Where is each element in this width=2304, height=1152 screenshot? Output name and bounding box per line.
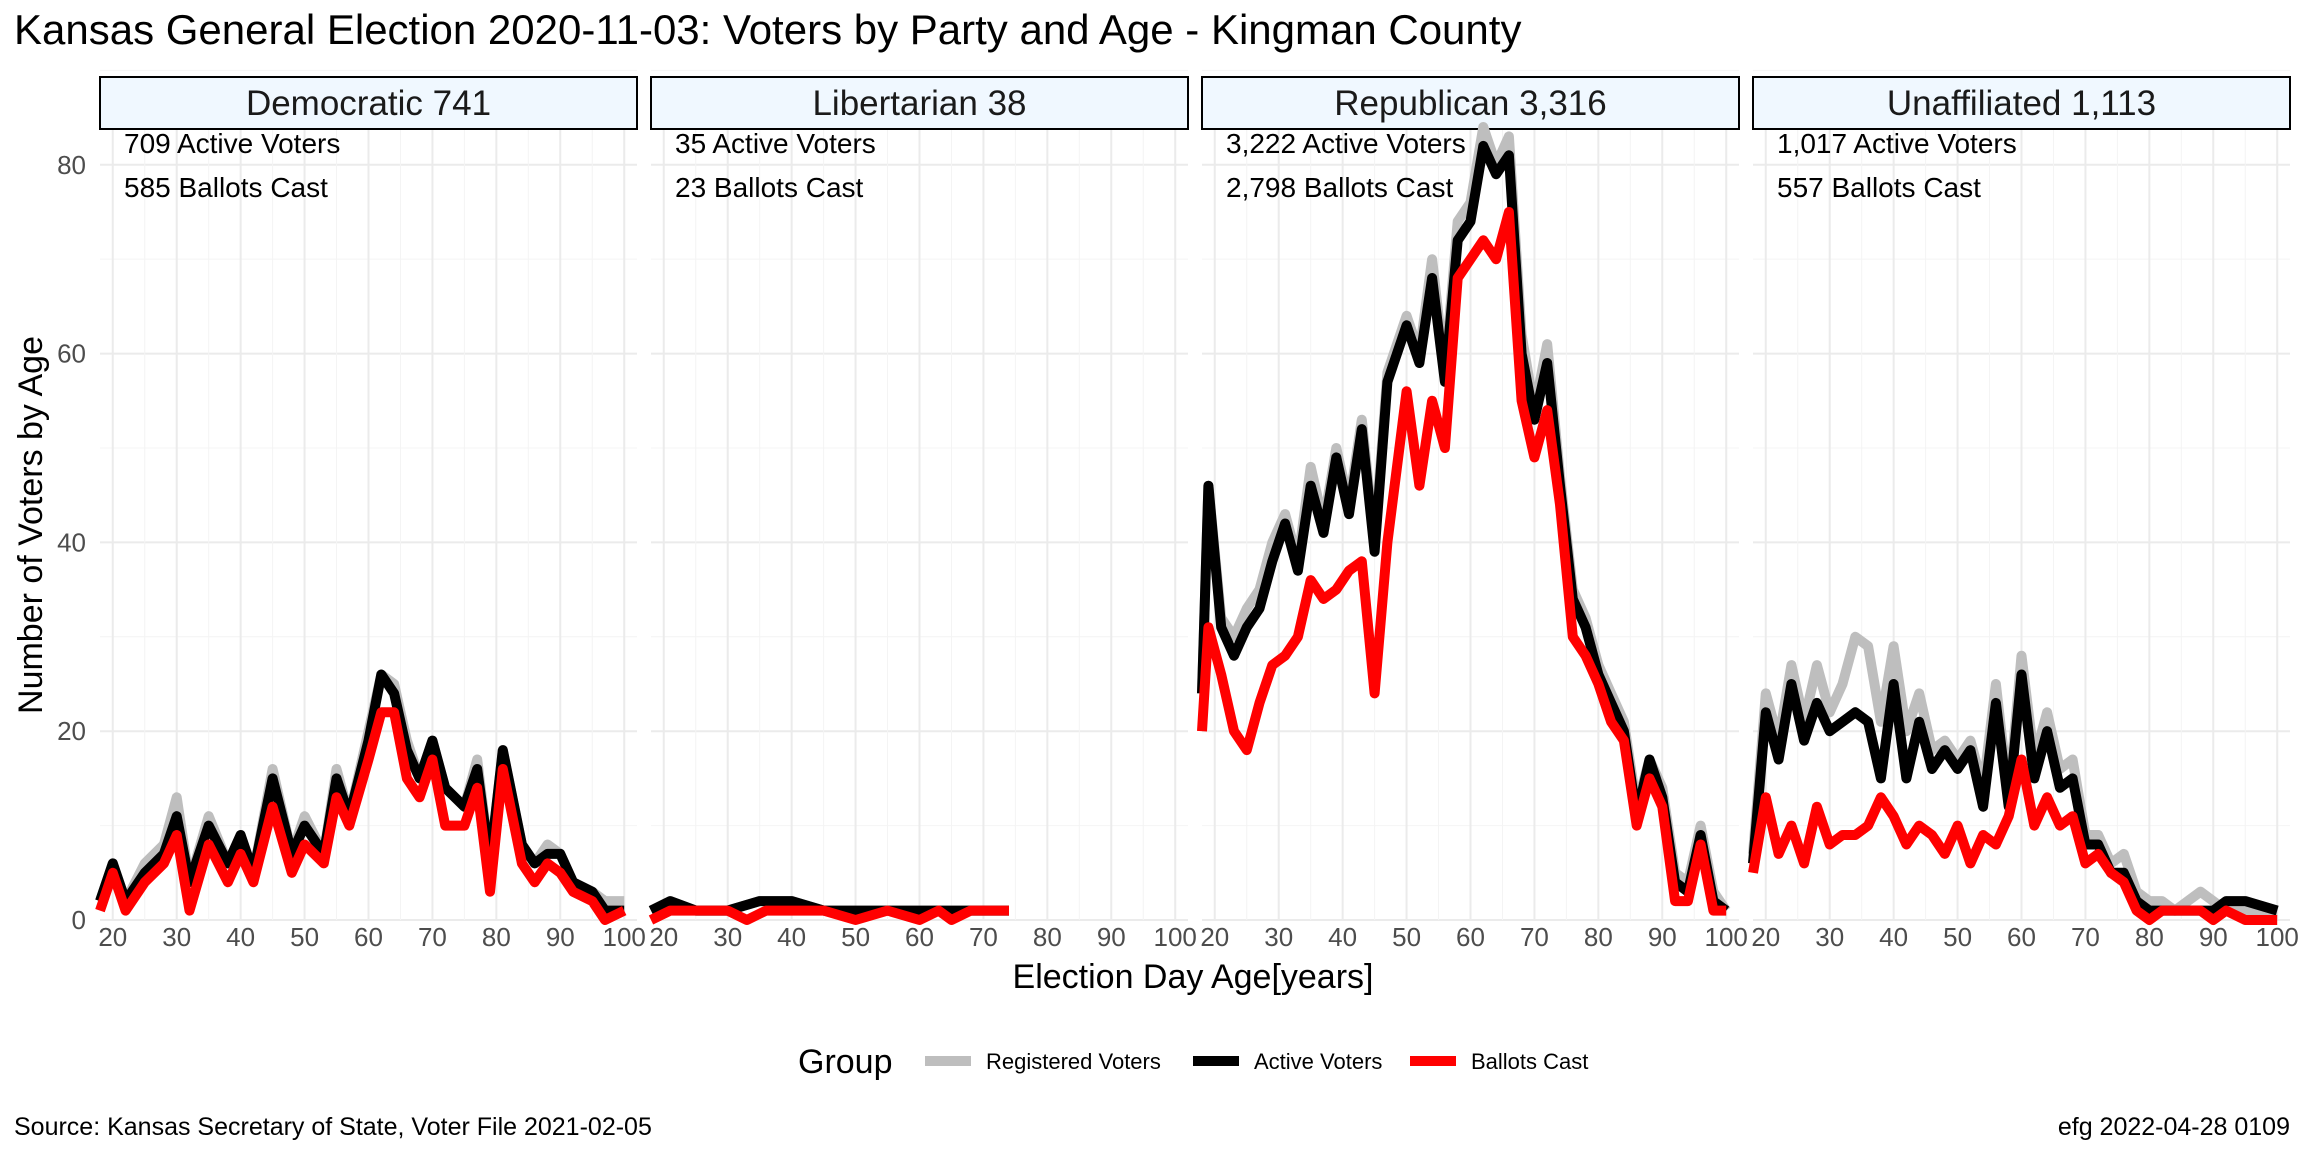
x-tick-label: 60 bbox=[2007, 922, 2036, 952]
facet-label: Democratic 741 bbox=[246, 84, 491, 123]
x-tick-label: 70 bbox=[969, 922, 998, 952]
legend: Group Registered Voters Active Voters Ball… bbox=[798, 1043, 1588, 1081]
x-tick-label: 90 bbox=[2199, 922, 2228, 952]
x-tick-label: 70 bbox=[2071, 922, 2100, 952]
x-tick-label: 80 bbox=[2135, 922, 2164, 952]
legend-label: Ballots Cast bbox=[1471, 1049, 1588, 1074]
panel-annotation: 35 Active Voters bbox=[675, 128, 876, 159]
x-tick-label: 70 bbox=[418, 922, 447, 952]
x-tick-label: 20 bbox=[1200, 922, 1229, 952]
x-tick-label: 60 bbox=[905, 922, 934, 952]
panel-annotation: 2,798 Ballots Cast bbox=[1226, 172, 1453, 203]
x-tick-label: 50 bbox=[841, 922, 870, 952]
facet-strip bbox=[650, 76, 1189, 130]
facet-strip bbox=[99, 76, 638, 130]
facet-label: Republican 3,316 bbox=[1334, 84, 1606, 123]
y-tick-label: 0 bbox=[72, 905, 86, 935]
x-tick-label: 100 bbox=[2256, 922, 2299, 952]
x-tick-label: 90 bbox=[1097, 922, 1126, 952]
panel-annotation: 557 Ballots Cast bbox=[1777, 172, 1981, 203]
y-axis-ticks: 0 20 40 60 80 bbox=[57, 150, 86, 935]
facet-label: Unaffiliated 1,113 bbox=[1887, 84, 2156, 123]
panel: Unaffiliated 1,113 1,017 Active Voters 557… bbox=[1748, 69, 2299, 952]
x-tick-label: 60 bbox=[354, 922, 383, 952]
x-tick-label: 50 bbox=[1392, 922, 1421, 952]
legend-title: Group bbox=[798, 1043, 893, 1081]
panel-annotation: 1,017 Active Voters bbox=[1777, 128, 2017, 159]
y-axis-title: Number of Voters by Age bbox=[12, 336, 50, 714]
series-line-ballots bbox=[1197, 207, 1727, 916]
x-tick-label: 90 bbox=[546, 922, 575, 952]
facet-strip bbox=[1201, 76, 1740, 130]
x-tick-label: 40 bbox=[777, 922, 806, 952]
credit-caption: efg 2022-04-28 0109 bbox=[2058, 1113, 2290, 1141]
panel: Republican 3,316 3,222 Active Voters 2,798… bbox=[1197, 69, 1748, 952]
x-tick-label: 50 bbox=[290, 922, 319, 952]
x-tick-label: 40 bbox=[226, 922, 255, 952]
facet-label: Libertarian 38 bbox=[812, 84, 1026, 123]
x-tick-label: 90 bbox=[1648, 922, 1677, 952]
x-tick-label: 40 bbox=[1328, 922, 1357, 952]
x-tick-label: 20 bbox=[1751, 922, 1780, 952]
series-line-ballots bbox=[1748, 754, 2278, 925]
series-line-ballots bbox=[648, 905, 1009, 925]
legend-items: Registered Voters Active Voters Ballots Ca… bbox=[925, 1049, 1588, 1074]
legend-label: Registered Voters bbox=[986, 1049, 1161, 1074]
legend-label: Active Voters bbox=[1254, 1049, 1382, 1074]
x-tick-label: 20 bbox=[649, 922, 678, 952]
chart-title: Kansas General Election 2020-11-03: Vote… bbox=[14, 6, 1521, 53]
panel-annotation: 3,222 Active Voters bbox=[1226, 128, 1466, 159]
y-tick-label: 60 bbox=[57, 339, 86, 369]
x-tick-label: 30 bbox=[1815, 922, 1844, 952]
x-tick-label: 50 bbox=[1943, 922, 1972, 952]
facet-strip bbox=[1752, 76, 2291, 130]
y-tick-label: 20 bbox=[57, 716, 86, 746]
source-caption: Source: Kansas Secretary of State, Voter… bbox=[14, 1113, 652, 1141]
panel-annotation: 585 Ballots Cast bbox=[124, 172, 328, 203]
x-tick-label: 20 bbox=[98, 922, 127, 952]
panel: Libertarian 38 35 Active Voters 23 Ballots… bbox=[648, 69, 1197, 952]
x-tick-label: 100 bbox=[603, 922, 646, 952]
series-line-ballots bbox=[95, 707, 627, 925]
panel-annotation: 23 Ballots Cast bbox=[675, 172, 864, 203]
x-tick-label: 30 bbox=[713, 922, 742, 952]
x-tick-label: 40 bbox=[1879, 922, 1908, 952]
x-tick-label: 60 bbox=[1456, 922, 1485, 952]
x-tick-label: 100 bbox=[1154, 922, 1197, 952]
x-tick-label: 80 bbox=[1033, 922, 1062, 952]
x-tick-label: 70 bbox=[1520, 922, 1549, 952]
x-tick-label: 80 bbox=[482, 922, 511, 952]
x-tick-label: 80 bbox=[1584, 922, 1613, 952]
x-tick-label: 100 bbox=[1705, 922, 1748, 952]
panel: Democratic 741 709 Active Voters 585 Ballo… bbox=[95, 69, 646, 952]
panel-annotation: 709 Active Voters bbox=[124, 128, 340, 159]
x-tick-label: 30 bbox=[1264, 922, 1293, 952]
y-tick-label: 40 bbox=[57, 527, 86, 557]
facet-panels: Democratic 741 709 Active Voters 585 Ballo… bbox=[95, 69, 2299, 952]
x-tick-label: 30 bbox=[162, 922, 191, 952]
x-axis-title: Election Day Age[years] bbox=[1013, 958, 1374, 996]
y-tick-label: 80 bbox=[57, 150, 86, 180]
